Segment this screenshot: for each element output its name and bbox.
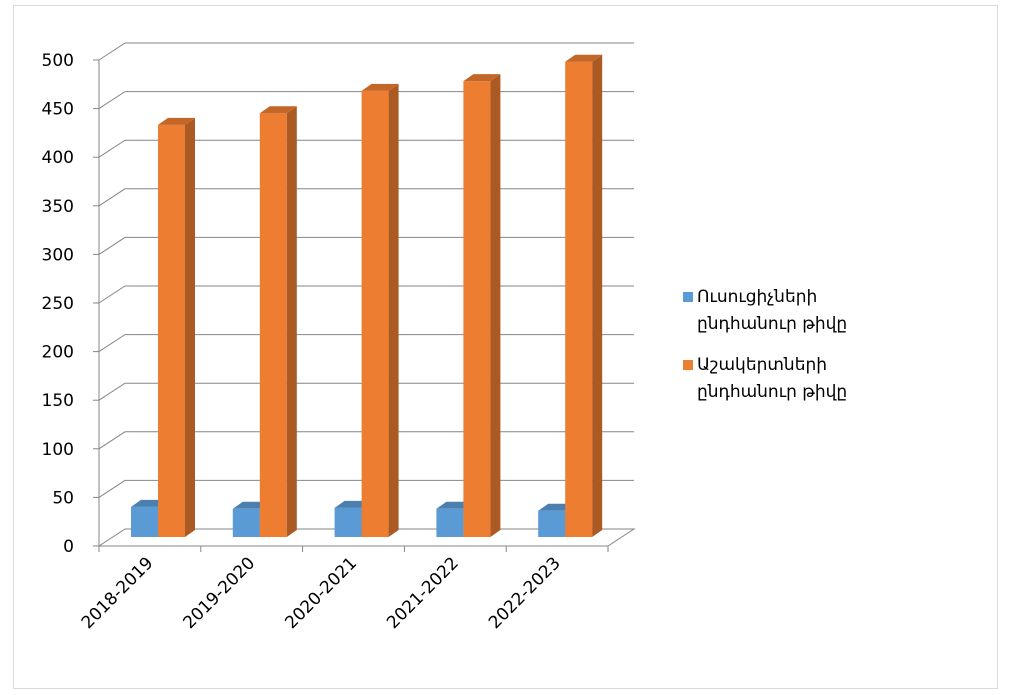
- legend-swatch-students: [683, 360, 693, 370]
- bar-front: [259, 113, 287, 537]
- x-tick-label: 2018-2019: [78, 553, 158, 633]
- legend-item-students: Աշակերտների ընդհանուր թիվը: [683, 352, 913, 406]
- y-tick-label: 350: [42, 197, 74, 217]
- floor: [97, 528, 636, 547]
- legend-swatch-teachers: [683, 292, 693, 302]
- x-tick-label: 2019-2020: [180, 553, 260, 633]
- gridline: [98, 42, 634, 61]
- bar-side: [286, 106, 297, 537]
- x-axis-tick-labels: 2018-2019 2019-2020 2020-2021 2021-2022 2022…: [78, 546, 609, 633]
- legend-label-teachers: Ուսուցիչների ընդհանուր թիվը: [697, 287, 848, 334]
- x-tick-label: 2020-2021: [281, 553, 361, 633]
- y-tick-label: 500: [42, 51, 74, 71]
- bar-top: [259, 106, 297, 114]
- y-tick-label: 300: [42, 245, 74, 265]
- bar-front: [361, 90, 389, 538]
- y-tick-label: 450: [42, 100, 74, 120]
- legend-label-students: Աշակերտների ընդհանուր թիվը: [697, 355, 848, 402]
- bars: [131, 54, 603, 538]
- bar-front: [436, 508, 464, 537]
- bar-side: [388, 83, 399, 538]
- bar-students-2018-2019: [158, 117, 195, 537]
- bar-side: [490, 74, 501, 537]
- bar-front: [463, 81, 491, 537]
- bar-top: [463, 74, 501, 82]
- bar-front: [334, 507, 362, 537]
- y-tick-label: 250: [42, 294, 74, 314]
- bar-front: [565, 61, 593, 537]
- legend-item-teachers: Ուսուցիչների ընդհանուր թիվը: [683, 284, 913, 338]
- bar-students-2022-2023: [565, 54, 603, 537]
- y-tick-label: 150: [42, 391, 74, 411]
- y-axis-tick-labels: 0 50 100 150 200 250 300 350 400 450 500: [42, 51, 74, 557]
- bar-front: [158, 124, 185, 537]
- bar-top: [158, 117, 195, 125]
- y-tick-label: 50: [52, 488, 74, 508]
- y-tick-label: 400: [42, 148, 74, 168]
- bar-front: [232, 508, 260, 537]
- legend: Ուսուցիչների ընդհանուր թիվը Աշակերտների …: [683, 284, 913, 420]
- bar-side: [592, 54, 603, 537]
- x-tick-label: 2022-2023: [485, 553, 565, 633]
- bar-front: [538, 510, 566, 537]
- bar-side: [185, 117, 195, 537]
- bar-students-2020-2021: [361, 83, 399, 538]
- bar-front: [131, 506, 158, 537]
- y-tick-label: 100: [42, 440, 74, 460]
- y-tick-label: 0: [63, 537, 74, 557]
- y-tick-label: 200: [42, 343, 74, 363]
- bar-top: [361, 83, 399, 91]
- x-tick-label: 2021-2022: [383, 553, 463, 633]
- bar-top: [565, 54, 603, 62]
- bar-students-2019-2020: [259, 106, 297, 537]
- bar-students-2021-2022: [463, 74, 501, 537]
